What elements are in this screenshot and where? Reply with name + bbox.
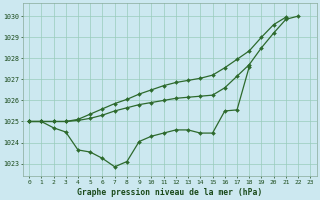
X-axis label: Graphe pression niveau de la mer (hPa): Graphe pression niveau de la mer (hPa)	[77, 188, 262, 197]
